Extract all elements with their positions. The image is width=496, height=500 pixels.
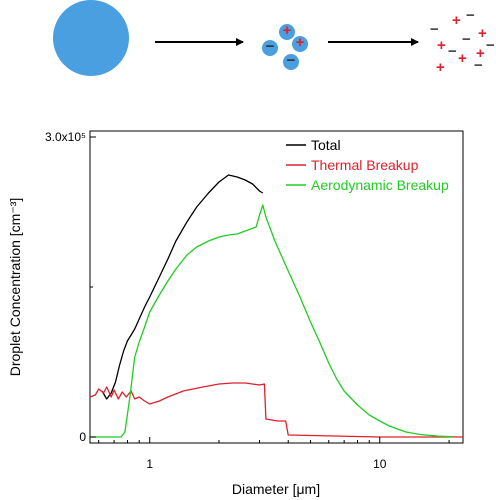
ion-positive: +	[478, 25, 487, 42]
series-line-total	[101, 174, 264, 400]
legend: Total Thermal Breakup Aerodynamic Breakup	[286, 137, 449, 193]
ion-positive: +	[476, 45, 485, 62]
ion-positive: +	[437, 37, 446, 54]
ion-positive: +	[436, 59, 445, 76]
x-tick-label: 1	[146, 457, 153, 471]
tick-layer: 1 10 0 3.0x10⁵	[45, 130, 450, 471]
droplet-charge-negative: −	[287, 52, 296, 69]
legend-label: Thermal Breakup	[311, 157, 419, 173]
ion-negative: −	[448, 43, 457, 60]
droplet-charge-positive: +	[283, 22, 292, 39]
y-tick-label: 0	[79, 430, 86, 444]
ions: + + + + + + − − − − − −	[430, 7, 495, 76]
y-tick-label: 3.0x10⁵	[45, 130, 86, 144]
chart: 1 10 0 3.0x10⁵ Diameter [μm] Droplet Concen…	[7, 130, 464, 497]
series-line-aerodynamic-breakup	[90, 204, 454, 438]
ion-negative: −	[474, 57, 483, 74]
legend-label: Aerodynamic Breakup	[311, 177, 449, 193]
ion-negative: −	[430, 21, 439, 38]
ion-positive: +	[458, 50, 467, 67]
x-tick-label: 10	[373, 457, 387, 471]
ion-negative: −	[486, 37, 495, 54]
breakup-schematic: + − + − + + + + + + − − − − − −	[53, 0, 495, 76]
droplet	[262, 40, 278, 56]
legend-label: Total	[311, 137, 341, 153]
droplet-charge-negative: −	[266, 38, 275, 55]
y-axis-title: Droplet Concentration [cm⁻³]	[7, 198, 23, 377]
large-drop	[53, 0, 129, 76]
ion-positive: +	[452, 12, 461, 29]
x-axis-title: Diameter [μm]	[232, 481, 320, 497]
droplet	[283, 54, 299, 70]
droplet-charge-positive: +	[296, 34, 305, 51]
series-layer	[89, 174, 463, 438]
small-droplets: + − + −	[262, 22, 308, 70]
droplet	[292, 36, 308, 52]
droplet	[279, 24, 295, 40]
series-line-thermal-breakup	[89, 382, 463, 438]
ion-negative: −	[466, 7, 475, 24]
ion-negative: −	[462, 31, 471, 48]
